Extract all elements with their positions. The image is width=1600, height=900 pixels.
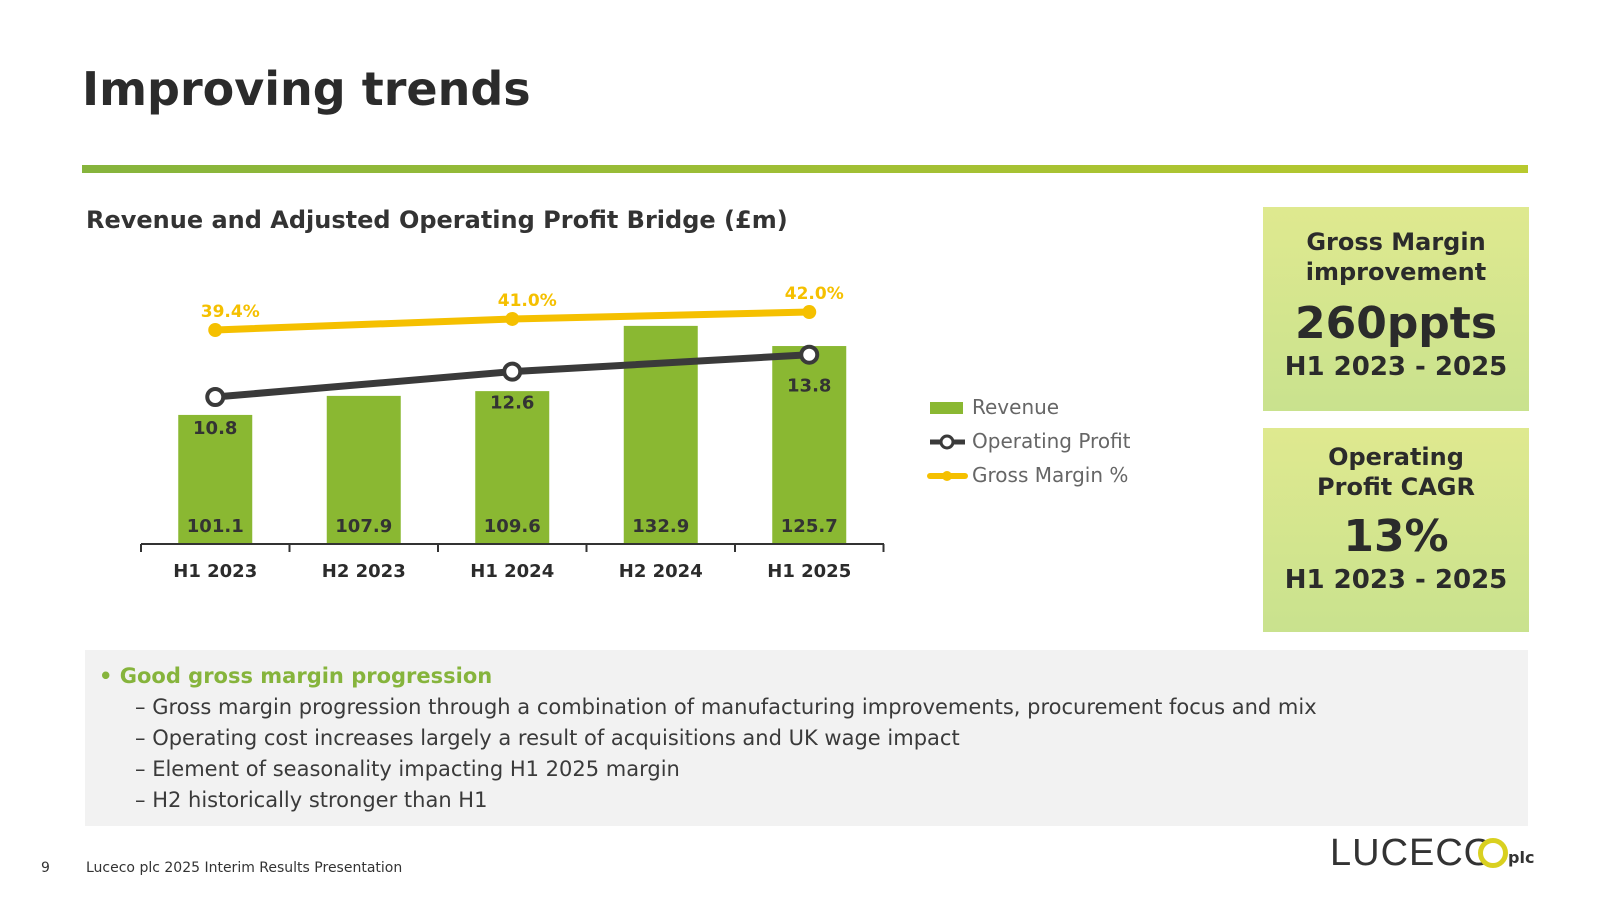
list-item: Gross margin progression through a combi… (135, 692, 1316, 723)
notes-list: Gross margin progression through a combi… (135, 692, 1317, 816)
x-tick-label: H1 2023 (173, 561, 257, 582)
x-tick-label: H1 2025 (767, 561, 851, 582)
x-tick-label: H1 2024 (470, 561, 554, 582)
revenue-bar-label: 125.7 (781, 516, 838, 537)
legend-gm-marker (942, 471, 952, 481)
kpi-period: H1 2023 - 2025 (1284, 352, 1508, 382)
operating-profit-label: 13.8 (787, 376, 831, 397)
page-title: Improving trends (82, 62, 531, 116)
legend-gm-label: Gross Margin % (972, 463, 1128, 487)
kpi-operating-profit-cagr: Operating Profit CAGR 13% H1 2023 - 2025 (1263, 428, 1529, 632)
revenue-bar (178, 414, 253, 544)
gross-margin-label: 39.4% (201, 302, 260, 322)
operating-profit-label: 10.8 (193, 418, 237, 439)
logo-wordmark: LUCECO (1330, 832, 1495, 874)
revenue-bar-label: 107.9 (335, 516, 392, 537)
logo-suffix: plc (1508, 848, 1535, 867)
gross-margin-label: 41.0% (498, 291, 557, 311)
legend-revenue-label: Revenue (972, 395, 1059, 419)
gross-margin-point (802, 305, 817, 320)
operating-profit-point (799, 344, 820, 365)
operating-profit-point (205, 387, 226, 407)
notes-panel: • Good gross margin progression Gross ma… (85, 650, 1528, 826)
list-item: Element of seasonality impacting H1 2025… (135, 754, 1317, 785)
revenue-bar (475, 391, 550, 544)
logo-ring-icon (1478, 838, 1508, 868)
operating-profit-point (502, 361, 523, 382)
revenue-bar-label: 109.6 (484, 516, 541, 537)
gross-margin-label: 42.0% (785, 284, 844, 304)
chart-title: Revenue and Adjusted Operating Profit Br… (86, 206, 788, 234)
kpi-value: 13% (1343, 511, 1449, 562)
kpi-period: H1 2023 - 2025 (1284, 565, 1508, 595)
revenue-profit-chart: 101.1 107.9 109.6 132.9 125.7 H1 2023 H2 2023 H… (140, 284, 1131, 582)
notes-heading: • Good gross margin progression (99, 664, 493, 688)
revenue-bar (326, 395, 401, 544)
legend-op-label: Operating Profit (972, 429, 1131, 453)
kpi-label: Gross Margin (1306, 228, 1486, 256)
revenue-bar (772, 346, 847, 544)
kpi-gross-margin: Gross Margin improvement 260ppts H1 2023… (1263, 207, 1529, 411)
x-tick-label: H2 2024 (619, 561, 703, 582)
list-item: H2 historically stronger than H1 (135, 785, 1317, 816)
kpi-label: Operating (1328, 443, 1464, 471)
page-number: 9 (41, 860, 50, 876)
legend-op-marker (939, 434, 955, 450)
gross-margin-point (505, 311, 520, 326)
footer-text: Luceco plc 2025 Interim Results Presenta… (86, 860, 403, 876)
kpi-value: 260ppts (1294, 298, 1498, 349)
legend-revenue-swatch (930, 402, 963, 414)
x-tick-label: H2 2023 (322, 561, 406, 582)
list-item: Operating cost increases largely a resul… (135, 723, 1317, 754)
revenue-bar-label: 132.9 (632, 516, 689, 537)
kpi-label: Profit CAGR (1317, 473, 1475, 501)
revenue-bar-label: 101.1 (187, 516, 244, 537)
gross-margin-point (208, 323, 223, 337)
operating-profit-label: 12.6 (490, 393, 534, 414)
kpi-label: improvement (1305, 258, 1487, 286)
title-divider (82, 165, 1528, 173)
